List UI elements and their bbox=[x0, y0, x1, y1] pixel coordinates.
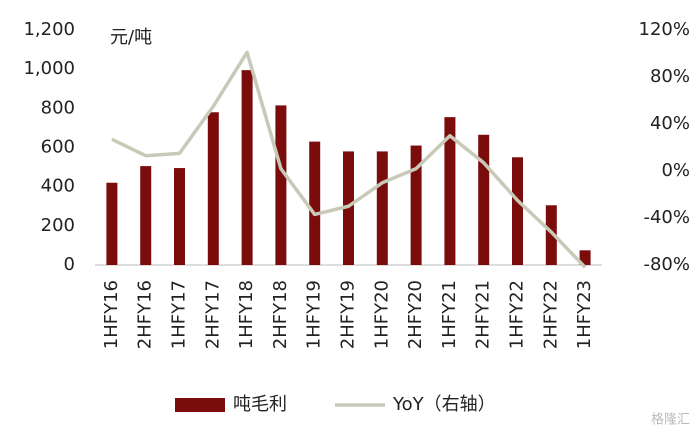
y2-tick-label: 0% bbox=[661, 160, 690, 181]
bar bbox=[241, 70, 253, 265]
bar bbox=[579, 250, 591, 265]
unit-label: 元/吨 bbox=[110, 27, 152, 48]
y-tick-label: 200 bbox=[41, 215, 75, 236]
y-tick-label: 0 bbox=[64, 254, 75, 275]
legend-swatch bbox=[175, 398, 225, 412]
bar bbox=[309, 141, 321, 265]
x-tick-label: 2HFY17 bbox=[202, 280, 223, 349]
bar bbox=[512, 157, 523, 265]
bar bbox=[207, 112, 219, 265]
legend-label: YoY（右轴） bbox=[392, 394, 496, 415]
y2-tick-label: 40% bbox=[650, 113, 690, 134]
x-tick-label: 2HFY20 bbox=[405, 280, 426, 349]
yoy-line bbox=[111, 50, 587, 269]
x-tick-label: 2HFY16 bbox=[135, 280, 156, 349]
x-tick-label: 2HFY19 bbox=[338, 280, 359, 349]
bar bbox=[140, 166, 152, 265]
x-tick-label: 1HFY20 bbox=[371, 280, 392, 349]
x-tick-label: 1HFY16 bbox=[101, 280, 122, 349]
bar bbox=[275, 105, 287, 265]
bar bbox=[478, 134, 490, 265]
x-tick-label: 1HFY22 bbox=[507, 280, 528, 349]
x-tick-label: 1HFY18 bbox=[236, 280, 257, 349]
y-tick-label: 400 bbox=[41, 176, 75, 197]
x-tick-label: 1HFY17 bbox=[169, 280, 190, 349]
x-tick-label: 1HFY19 bbox=[304, 280, 325, 349]
y2-tick-label: -40% bbox=[643, 207, 690, 228]
bar bbox=[545, 205, 557, 265]
y-tick-label: 600 bbox=[41, 137, 75, 158]
y-tick-label: 1,000 bbox=[23, 58, 75, 79]
x-tick-label: 1HFY23 bbox=[574, 280, 595, 349]
y2-tick-label: 80% bbox=[650, 66, 690, 87]
x-tick-label: 2HFY22 bbox=[540, 280, 561, 349]
legend-label: 吨毛利 bbox=[233, 394, 287, 415]
bar bbox=[343, 151, 354, 265]
x-tick-label: 2HFY18 bbox=[270, 280, 291, 349]
bar bbox=[376, 151, 388, 265]
y2-tick-label: -80% bbox=[643, 254, 690, 275]
y-tick-label: 800 bbox=[41, 97, 75, 118]
y2-tick-label: 120% bbox=[639, 19, 690, 40]
bar bbox=[410, 145, 422, 265]
bar bbox=[174, 168, 185, 265]
watermark: 格隆汇 bbox=[651, 412, 690, 428]
y-tick-label: 1,200 bbox=[23, 19, 75, 40]
x-tick-label: 2HFY21 bbox=[473, 280, 494, 349]
bar bbox=[106, 182, 118, 265]
bar bbox=[444, 117, 456, 265]
x-tick-label: 1HFY21 bbox=[439, 280, 460, 349]
